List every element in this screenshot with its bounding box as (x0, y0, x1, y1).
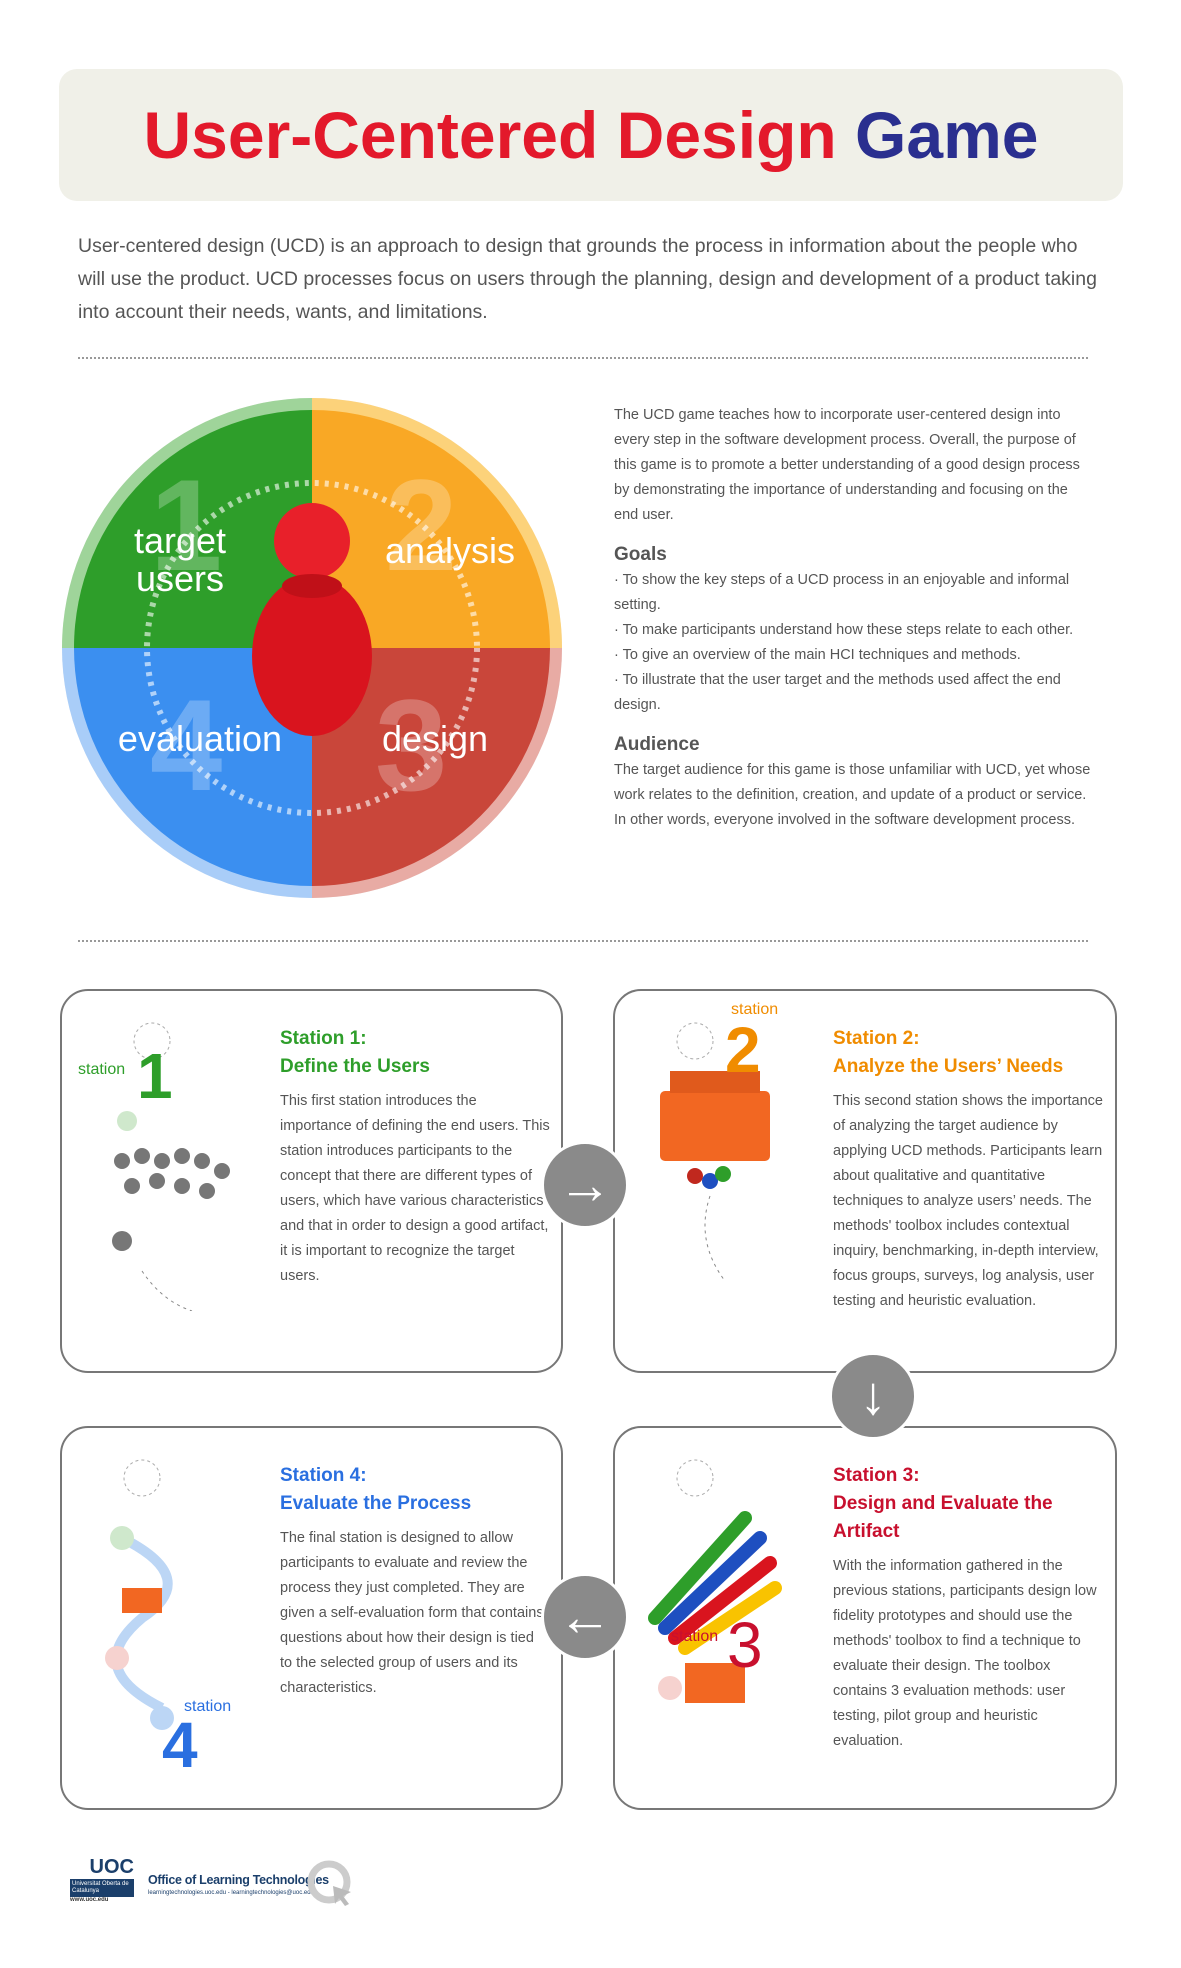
station-number: 2 (725, 1014, 761, 1086)
divider (78, 940, 1088, 942)
wheel-label-design: design (381, 718, 489, 759)
audience-heading: Audience (614, 734, 700, 755)
intro-paragraph: User-centered design (UCD) is an approac… (78, 235, 1097, 323)
wheel-label-evaluation: evaluation (117, 718, 283, 759)
about-section: The UCD game teaches how to incorporate … (614, 403, 1094, 833)
process-path-illustration (105, 1459, 174, 1730)
station-label: station (184, 1698, 232, 1715)
goal-item: · To give an overview of the main HCI te… (614, 647, 1021, 663)
wheel-number-3: 3 (375, 672, 448, 818)
university-name: Universitat Oberta de Catalunya (70, 1879, 134, 1897)
station-label: station (78, 1061, 126, 1078)
title-part1: User-Centered Design (143, 98, 837, 172)
station-subtitle: Design and Evaluate the Artifact (833, 1493, 1053, 1542)
toolbox-illustration (660, 1022, 770, 1282)
station-card-2: station 2 Station 2: Analyze the Users’ N… (613, 989, 1117, 1373)
wheel-label-analysis: analysis (384, 530, 516, 571)
station-text: This first station introduces the import… (280, 1093, 550, 1284)
station-text: This second station shows the importance… (833, 1093, 1103, 1309)
office-name: Office of Learning Technologies (148, 1873, 329, 1887)
wheel-number-4: 4 (150, 672, 223, 818)
divider (78, 357, 1088, 359)
station-card-1: station 1 Station 1: Define the Users This… (60, 989, 563, 1373)
station-number: 4 (162, 1709, 198, 1781)
station-text: The final station is designed to allow p… (280, 1530, 544, 1696)
station-label: station (671, 1628, 719, 1645)
station-title: Station 4: (280, 1465, 367, 1486)
audience-text: The target audience for this game is tho… (614, 762, 1091, 828)
station-card-4: station 4 Station 4: Evaluate the Process… (60, 1426, 563, 1810)
goal-item: · To illustrate that the user target and… (614, 672, 1061, 713)
wheel-number-2: 2 (385, 452, 458, 598)
office-contact: learningtechnologies.uoc.edu - learningt… (148, 1890, 314, 1896)
station-title: Station 1: (280, 1028, 367, 1049)
station-card-3: station 3 Station 3: Design and Evaluate … (613, 1426, 1117, 1810)
station-text: With the information gathered in the pre… (833, 1558, 1097, 1749)
uoc-logo-text: UOC (89, 1856, 134, 1878)
title-banner: User-Centered Design Game (59, 69, 1123, 201)
university-site: www.uoc.edu (70, 1897, 109, 1903)
station-number: 3 (727, 1609, 763, 1681)
about-text: The UCD game teaches how to incorporate … (614, 407, 1080, 523)
pawn-icon (252, 503, 372, 736)
station-number: 1 (137, 1040, 173, 1112)
users-crowd-illustration (112, 1022, 230, 1311)
wheel-label-users: target users (133, 520, 227, 599)
arrow-down-icon: ↓ (829, 1352, 917, 1440)
markers-illustration (648, 1459, 782, 1703)
goals-heading: Goals (614, 544, 667, 565)
cursor-logo-icon (307, 1860, 351, 1906)
arrow-right-icon: → (541, 1141, 629, 1229)
station-title: Station 3: (833, 1465, 920, 1486)
wheel-number-1: 1 (150, 452, 223, 598)
station-subtitle: Evaluate the Process (280, 1493, 472, 1514)
uoc-logo: UOC Universitat Oberta de Catalunya www.… (70, 1856, 134, 1903)
station-subtitle: Define the Users (280, 1056, 430, 1077)
goal-item: · To make participants understand how th… (614, 622, 1074, 638)
station-title: Station 2: (833, 1028, 920, 1049)
title-part2: Game (855, 98, 1039, 172)
station-subtitle: Analyze the Users’ Needs (833, 1056, 1064, 1077)
ucd-wheel (62, 398, 562, 898)
station-label: station (731, 1001, 779, 1018)
goal-item: · To show the key steps of a UCD process… (614, 572, 1070, 613)
arrow-left-icon: ← (541, 1573, 629, 1661)
